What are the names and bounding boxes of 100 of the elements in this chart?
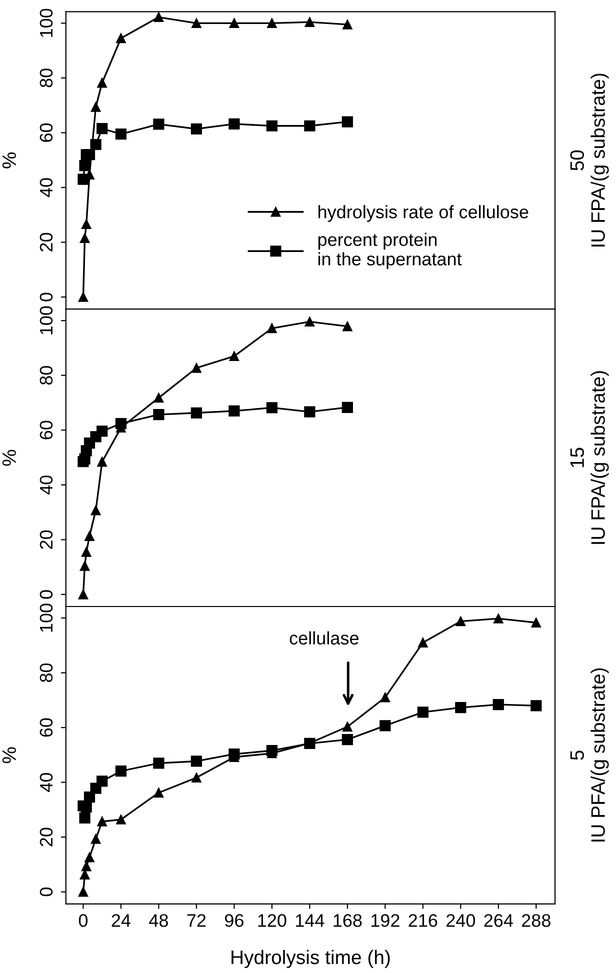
point	[304, 17, 315, 27]
point	[84, 852, 94, 862]
point	[81, 862, 92, 872]
x-tick-label: 192	[371, 914, 400, 927]
point	[90, 102, 101, 112]
point	[84, 149, 96, 160]
y-tick-label: 20	[40, 828, 53, 846]
y-tick-label: 100	[40, 8, 53, 37]
x-tick-label: 240	[446, 914, 476, 927]
point	[116, 814, 126, 824]
point	[342, 116, 353, 128]
point	[90, 506, 101, 516]
point	[228, 405, 240, 417]
point	[342, 722, 352, 732]
point	[342, 20, 352, 30]
point	[81, 219, 92, 230]
point	[78, 590, 88, 600]
y-tick-label: 0	[40, 292, 53, 302]
point	[79, 812, 90, 824]
point	[342, 321, 352, 332]
x-tick-label: 216	[408, 914, 438, 927]
y-axis-title: %	[2, 152, 16, 168]
point	[79, 160, 90, 172]
y-tick-label: 80	[40, 366, 53, 385]
point	[97, 78, 107, 88]
legend-label: percent protein in the supernatant	[318, 232, 462, 270]
point	[267, 323, 277, 334]
point	[90, 834, 101, 844]
y-axis-title: %	[2, 747, 16, 764]
x-axis-title: Hydrolysis time (h)	[232, 950, 390, 968]
x-tick-label: 288	[522, 914, 550, 927]
point	[97, 816, 107, 826]
x-tick-label: 24	[112, 914, 130, 927]
point	[190, 407, 202, 418]
point	[304, 120, 316, 132]
y-tick-label: 20	[40, 530, 53, 549]
x-tick-label: 48	[149, 914, 168, 927]
point	[153, 408, 164, 420]
x-tick-label: 264	[484, 914, 513, 927]
y-tick-label: 80	[40, 663, 53, 682]
point	[96, 123, 108, 134]
point	[154, 392, 164, 403]
point	[80, 870, 90, 880]
y-tick-label: 0	[40, 888, 53, 896]
y2-axis-title: 50 IU FPA/(g substrate)	[570, 74, 609, 246]
point	[97, 457, 107, 467]
point	[380, 692, 390, 702]
point	[192, 18, 202, 28]
point	[80, 561, 90, 571]
point	[418, 638, 428, 648]
point	[78, 174, 89, 185]
point	[192, 772, 202, 783]
annotation: cellulase	[290, 631, 358, 645]
point	[80, 233, 90, 244]
point	[266, 745, 278, 756]
y-tick-label: 40	[40, 178, 53, 198]
point	[342, 734, 353, 746]
point	[229, 351, 240, 362]
point	[530, 700, 542, 712]
point	[153, 118, 164, 130]
point	[190, 756, 202, 767]
point	[267, 18, 277, 28]
legend-label: hydrolysis rate of cellulose	[318, 205, 528, 222]
y-tick-label: 60	[40, 123, 53, 142]
y-tick-label: 40	[40, 476, 53, 495]
y2-axis-title: 5 IU PFA/(g substrate)	[570, 668, 609, 842]
point	[228, 748, 240, 760]
point	[78, 887, 88, 897]
point	[115, 128, 127, 140]
x-tick-label: 96	[224, 914, 244, 927]
point	[116, 33, 126, 44]
point	[494, 614, 504, 624]
point	[80, 801, 92, 813]
x-tick-label: 72	[187, 914, 206, 927]
point	[153, 758, 164, 769]
point	[266, 402, 278, 414]
y-tick-label: 80	[40, 68, 53, 88]
y-tick-label: 0	[40, 590, 53, 599]
point	[154, 12, 164, 22]
point	[229, 18, 240, 28]
y-tick-label: 40	[40, 772, 53, 792]
x-tick-label: 168	[334, 914, 362, 927]
point	[96, 776, 108, 787]
y-tick-label: 60	[40, 718, 53, 737]
point	[78, 292, 88, 302]
point	[154, 788, 164, 798]
point	[90, 138, 102, 150]
point	[417, 706, 428, 718]
point	[304, 316, 315, 327]
point	[492, 698, 504, 710]
y-tick-label: 20	[40, 232, 53, 252]
y2-axis-title: 15 IU FPA/(g substrate)	[570, 371, 609, 544]
point	[455, 702, 466, 714]
y-axis-title: %	[2, 450, 16, 466]
point	[228, 118, 240, 130]
point	[81, 547, 92, 557]
x-tick-label: 120	[258, 914, 286, 927]
point	[115, 418, 127, 430]
point	[192, 363, 202, 373]
point	[190, 123, 202, 134]
